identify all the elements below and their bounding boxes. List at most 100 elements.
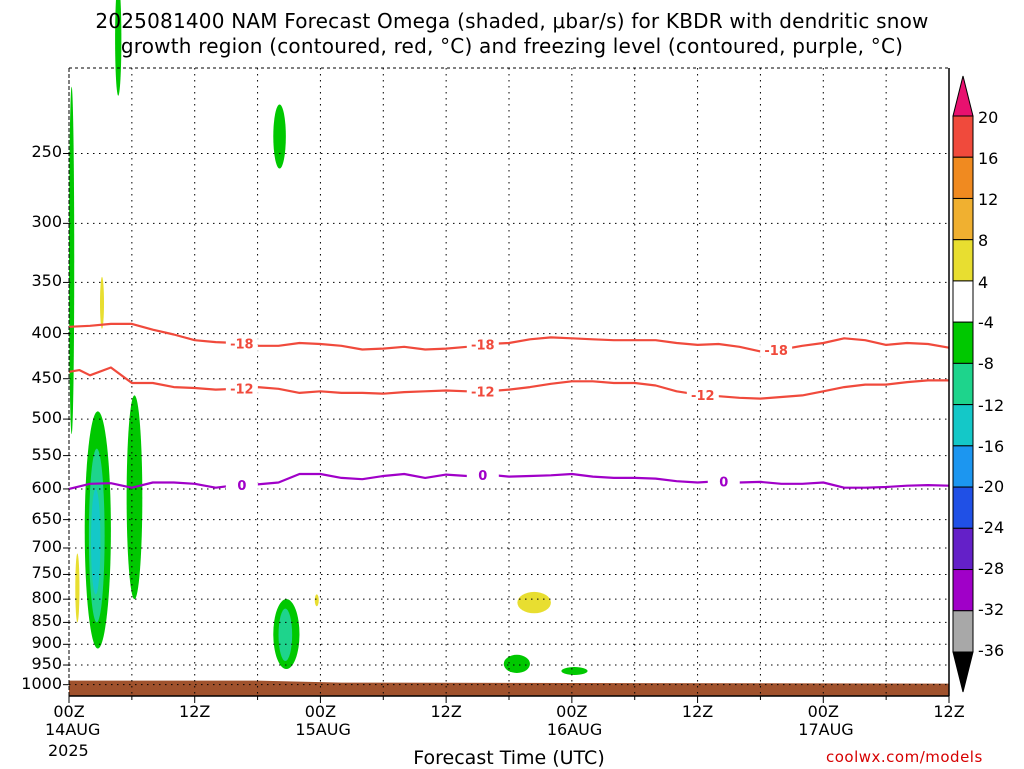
colorbar-label: -4 [978,313,994,332]
colorbar-segment-9 [952,486,974,529]
contour-label-1-2: -12 [691,389,715,404]
contour-line-0 [68,322,950,353]
colorbar-segment-4 [952,280,974,323]
contour-label-0-2: -18 [764,344,788,359]
y-tick-label: 350 [31,271,62,291]
y-tick-label: 850 [31,611,62,631]
colorbar-label: -28 [978,559,1005,578]
y-tick-label: 800 [31,588,62,608]
omega-region-9 [503,654,530,674]
omega-region-4 [91,488,101,595]
contour-label-0-0: -18 [230,338,254,353]
colorbar-segment-11 [952,569,974,612]
y-tick-label: 950 [31,654,62,674]
surface-terrain [69,680,949,696]
x-date-label: 17AUG [798,720,854,739]
y-tick-label: 700 [31,537,62,556]
contour-label-bg-1-0 [225,380,258,397]
x-tick-label: 00Z [807,702,839,721]
omega-region-14 [314,594,319,607]
omega-region-8 [278,608,293,661]
colorbar-label: -36 [978,641,1005,660]
contour-label-bg-0-0 [225,335,258,352]
x-tick-label: 00Z [53,702,85,721]
contour-label-1-0: -12 [230,382,254,397]
colorbar-segment-5 [952,321,974,364]
x-tick-label: 12Z [179,702,211,721]
omega-region-5 [126,395,143,600]
omega-region-1 [115,0,122,96]
contour-label-bg-2-2 [707,473,740,490]
y-tick-label: 500 [31,408,62,428]
y-tick-label: 450 [31,367,62,387]
chart-title-line-1: 2025081400 NAM Forecast Omega (shaded, μ… [95,9,929,33]
omega-region-13 [517,591,551,614]
watermark: coolwx.com/models [826,748,983,766]
contour-layer: -18 -18 -18 -12 -12 -12 0 0 0 [68,322,950,494]
contour-label-2-0: 0 [237,479,246,494]
plot-border [68,67,950,697]
colorbar-label: -20 [978,477,1005,496]
contour-label-bg-1-2 [686,386,719,403]
y-tick-label: 650 [31,508,62,528]
omega-region-12 [100,276,104,329]
colorbar-segment-0 [952,115,974,158]
colorbar-label: -8 [978,354,994,373]
colorbar-segment-12 [952,610,974,653]
x-tick-label: 12Z [933,702,965,721]
contour-line-2 [68,472,950,490]
colorbar-label: -24 [978,518,1005,537]
colorbar-label: 20 [978,108,999,127]
colorbar [952,75,974,693]
plot-frame [68,67,950,697]
colorbar-segment-2 [952,197,974,241]
colorbar-segment-8 [952,445,974,488]
x-tick-label: 12Z [681,702,714,721]
omega-region-11 [75,553,80,623]
colorbar-label: -12 [978,396,1005,415]
contour-label-bg-0-1 [466,336,499,353]
colorbar-label: 16 [978,149,999,168]
contour-label-bg-2-0 [225,476,258,493]
omega-region-6 [273,104,286,169]
colorbar-top-arrow [952,75,974,117]
y-tick-label: 300 [31,212,62,232]
contour-label-2-2: 0 [719,476,728,491]
y-tick-label: 900 [31,633,62,653]
colorbar-segment-7 [952,404,974,447]
y-tick-label: 400 [31,322,62,342]
colorbar-label: 4 [978,273,989,292]
colorbar-label: 12 [978,190,999,209]
colorbar-segment-3 [952,239,974,282]
colorbar-label: -32 [978,600,1005,619]
y-tick-label: 600 [31,477,62,497]
chart-title-line-2: growth region (contoured, red, °C) and f… [120,34,904,58]
x-tick-label: 00Z [556,702,588,721]
omega-region-0 [69,86,75,435]
y-tick-label: 1000 [21,673,62,693]
x-date-label: 14AUG [45,720,101,739]
colorbar-label: -16 [978,437,1005,456]
x-axis-year: 2025 [48,741,89,760]
omega-region-10 [561,667,588,675]
grid-layer [63,68,950,703]
contour-label-2-1: 0 [478,469,487,484]
colorbar-segment-10 [952,527,974,571]
x-tick-label: 12Z [430,702,462,721]
contour-label-1-1: -12 [471,385,495,400]
y-tick-label: 750 [31,563,62,583]
contour-line-1 [68,366,949,400]
x-tick-label: 00Z [304,702,337,721]
x-date-label: 15AUG [295,720,351,739]
y-tick-label: 550 [31,444,62,464]
colorbar-segment-1 [952,156,974,199]
contour-label-bg-0-2 [760,341,793,358]
y-tick-label: 250 [31,142,62,162]
colorbar-bottom-arrow [952,651,974,693]
colorbar-segment-6 [952,362,974,406]
x-axis-title: Forecast Time (UTC) [413,747,605,769]
omega-shading-layer [69,0,949,696]
contour-label-bg-2-1 [466,466,499,483]
contour-label-bg-1-1 [466,383,499,400]
